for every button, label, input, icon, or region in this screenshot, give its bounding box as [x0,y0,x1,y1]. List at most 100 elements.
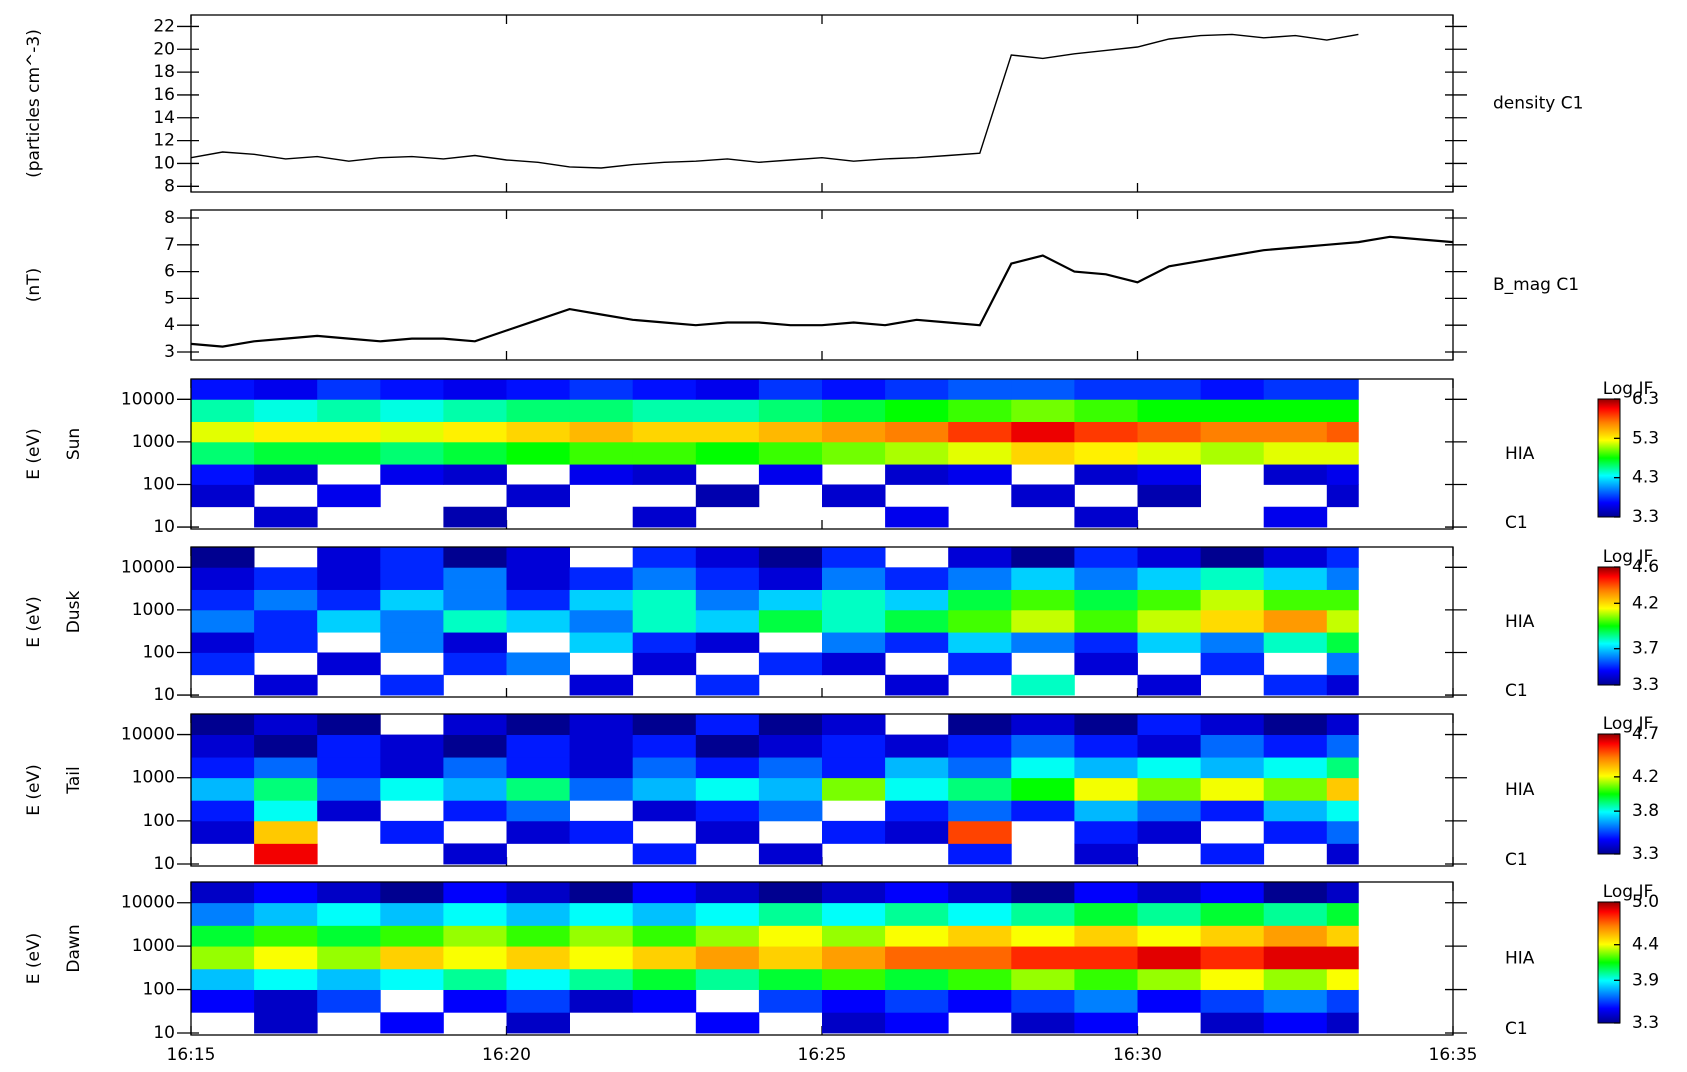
heatmap-cell [254,968,318,990]
heatmap-cell [632,441,697,465]
heatmap-cell [1263,506,1328,528]
heatmap-cell [569,882,634,904]
heatmap-cell [1200,1012,1265,1034]
heatmap-cell [443,989,507,1013]
heatmap-cell [506,757,570,779]
heatmap-cell [948,989,1012,1013]
heatmap-cell [380,399,444,422]
heatmap-cell [1074,652,1138,676]
heatmap-cell [758,464,823,485]
heatmap-cell [1074,777,1138,801]
heatmap-cell [822,441,886,465]
heatmap-cell [1011,757,1075,779]
heatmap-cell [191,379,255,400]
heatmap-cell [632,421,697,443]
y-axis-label: E (eV) [24,596,44,648]
heatmap-cell [885,882,949,904]
heatmap-cell [822,820,886,844]
y-tick-label: 20 [153,39,175,59]
heatmap-cell [254,421,318,443]
heatmap-cell [380,441,444,465]
plot-frame [190,546,1454,698]
heatmap-cell [191,421,255,443]
heatmap-cell [1137,674,1201,696]
heatmap-cell [569,946,634,970]
heatmap-cell [569,441,634,465]
heatmap-cell [254,441,318,465]
heatmap-cell [569,968,634,990]
heatmap-cell [191,567,255,590]
heatmap-cell [443,441,507,465]
heatmap-cell [506,567,570,590]
heatmap-cell [1074,989,1138,1013]
heatmap-cell [1011,567,1075,590]
heatmap-cell [1326,902,1359,926]
heatmap-cell [191,399,255,422]
heatmap-cell [1200,567,1265,590]
heatmap-cell [254,989,318,1013]
x-tick-label: 16:35 [1429,1045,1478,1065]
panel-label: Dawn [64,924,84,972]
colorbar [1597,566,1621,686]
heatmap-cell [1326,484,1359,508]
heatmap-cell [948,946,1012,970]
heatmap-cell [443,946,507,970]
heatmap-cell [1137,820,1201,844]
heatmap-cell [948,843,1012,865]
heatmap-cell [506,777,570,801]
y-tick-label: 10 [153,1023,175,1043]
heatmap-cell [758,714,823,735]
data-line [190,33,1359,169]
heatmap-cell [443,882,507,904]
heatmap-cell [822,609,886,633]
heatmap-cell [1326,777,1359,801]
heatmap-cell [1074,567,1138,590]
heatmap-cell [1263,399,1328,422]
y-tick-label: 14 [153,108,175,128]
heatmap-cell [1263,714,1328,735]
heatmap-cell [1074,820,1138,844]
heatmap-cell [443,757,507,779]
heatmap-cell [569,820,634,844]
heatmap-cell [254,820,318,844]
heatmap-cell [758,800,823,822]
spacecraft-label: C1 [1505,850,1528,870]
colorbar-tick-label: 3.3 [1632,507,1659,527]
heatmap-cell [443,843,507,865]
heatmap-cell [443,968,507,990]
heatmap-cell [948,399,1012,422]
heatmap-cell [885,589,949,611]
heatmap-cell [1137,589,1201,611]
heatmap-cell [1137,734,1201,758]
heatmap-cell [254,777,318,801]
heatmap-cell [506,925,570,947]
heatmap-cell [506,946,570,970]
heatmap-cell [380,820,444,844]
heatmap-cell [1011,777,1075,801]
heatmap-cell [191,902,255,926]
heatmap-cell [695,946,760,970]
heatmap-cell [1137,714,1201,735]
y-tick-label: 100 [143,642,175,662]
heatmap-cell [1074,1012,1138,1034]
heatmap-cell [191,441,255,465]
heatmap-cell [1326,399,1359,422]
heatmap-cell [1263,441,1328,465]
heatmap-cell [443,777,507,801]
heatmap-cell [1326,567,1359,590]
heatmap-cell [885,968,949,990]
y-tick-label: 10 [153,685,175,705]
heatmap-cell [506,882,570,904]
heatmap-cell [1074,547,1138,568]
instrument-label: HIA [1505,612,1535,632]
heatmap-cell [1137,777,1201,801]
heatmap-cell [1263,946,1328,970]
heatmap-cell [380,609,444,633]
heatmap-cell [254,609,318,633]
heatmap-cell [885,902,949,926]
y-tick-label: 1000 [132,600,175,620]
heatmap-cell [506,484,570,508]
heatmap-cell [317,399,381,422]
heatmap-cell [822,1012,886,1034]
heatmap-cell [569,757,634,779]
